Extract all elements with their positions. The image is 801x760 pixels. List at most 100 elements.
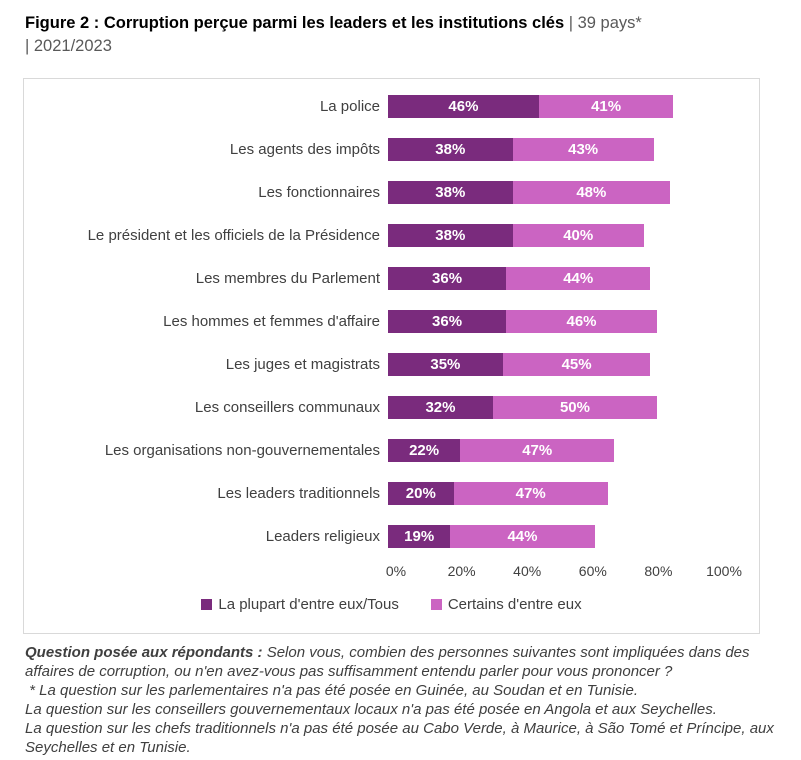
x-axis-tick-label: 100% [706, 563, 742, 579]
x-axis: 0% 20% 40% 60% 80% 100% [24, 563, 759, 581]
bar-value-label: 38% [435, 184, 466, 201]
bar-segment-some: 43% [512, 138, 654, 161]
bar-row: Les juges et magistrats 35% 45% [24, 343, 759, 386]
bar-value-label: 50% [559, 399, 590, 416]
category-label: Leaders religieux [265, 528, 380, 545]
footnote: Question posée aux répondants : Selon vo… [25, 643, 783, 757]
legend-swatch-icon [201, 599, 213, 610]
stacked-bar: 19% 44% [388, 525, 595, 548]
category-label: Le président et les officiels de la Prés… [87, 227, 380, 244]
footnote-question: Selon vous, combien des personnes suivan… [25, 644, 750, 680]
bar-segment-some: 44% [450, 525, 595, 548]
bar-row: Les leaders traditionnels 20% 47% [24, 472, 759, 515]
legend: La plupart d'entre eux/Tous Certains d'en… [24, 596, 759, 613]
category-label: Les agents des impôts [229, 141, 380, 158]
bar-value-label: 38% [435, 227, 466, 244]
stacked-bar: 36% 46% [388, 310, 657, 333]
bar-value-label: 35% [430, 356, 461, 373]
legend-item-some: Certains d'entre eux [430, 596, 582, 613]
bar-segment-some: 47% [453, 482, 608, 505]
bar-value-label: 19% [404, 528, 435, 545]
figure-title-main: Figure 2 : Corruption perçue parmi les l… [25, 14, 565, 32]
footnote-lead: Question posée aux répondants : [25, 644, 263, 661]
bar-value-label: 22% [409, 442, 440, 459]
bar-row: Les conseillers communaux 32% 50% [24, 386, 759, 429]
bar-segment-most: 36% [388, 310, 507, 333]
category-label: Les leaders traditionnels [217, 485, 380, 502]
stacked-bar: 20% 47% [388, 482, 608, 505]
bar-segment-most: 20% [388, 482, 454, 505]
bar-value-label: 47% [522, 442, 553, 459]
bar-segment-most: 38% [388, 181, 513, 204]
bar-value-label: 38% [435, 141, 466, 158]
bar-segment-most: 32% [388, 396, 493, 419]
bar-value-label: 32% [425, 399, 456, 416]
bar-segment-most: 38% [388, 224, 513, 247]
bar-value-label: 47% [515, 485, 546, 502]
stacked-bar: 38% 40% [388, 224, 644, 247]
x-axis-tick-label: 0% [385, 563, 407, 579]
bar-segment-most: 35% [388, 353, 503, 376]
bar-segment-some: 48% [512, 181, 671, 204]
bar-segment-some: 50% [492, 396, 657, 419]
legend-label: Certains d'entre eux [447, 596, 582, 613]
bar-row: La police 46% 41% [24, 85, 759, 128]
x-axis-tick-label: 40% [513, 563, 542, 579]
stacked-bar: 22% 47% [388, 439, 615, 462]
bar-value-label: 20% [405, 485, 436, 502]
figure-title-period: | 2021/2023 [25, 37, 112, 55]
stacked-bar: 46% 41% [388, 95, 674, 118]
bar-row: Les fonctionnaires 38% 48% [24, 171, 759, 214]
category-label: Les fonctionnaires [258, 184, 380, 201]
bar-row: Leaders religieux 19% 44% [24, 515, 759, 558]
bar-value-label: 44% [507, 528, 538, 545]
stacked-bar: 32% 50% [388, 396, 657, 419]
bar-value-label: 45% [561, 356, 592, 373]
stacked-bar: 35% 45% [388, 353, 651, 376]
legend-item-most: La plupart d'entre eux/Tous [201, 596, 399, 613]
bar-row: Le président et les officiels de la Prés… [24, 214, 759, 257]
bar-segment-most: 46% [388, 95, 539, 118]
category-label: Les organisations non-gouvernementales [104, 442, 380, 459]
stacked-bar: 38% 43% [388, 138, 654, 161]
x-axis-tick-label: 60% [578, 563, 607, 579]
bar-segment-most: 19% [388, 525, 451, 548]
footnote-note-conseillers: La question sur les conseillers gouverne… [25, 701, 717, 718]
stacked-bar: 38% 48% [388, 181, 671, 204]
stacked-bar-chart: La police 46% 41% Les agents des impôts 38% 4… [23, 78, 760, 634]
bar-segment-most: 38% [388, 138, 513, 161]
bar-rows: La police 46% 41% Les agents des impôts 38% 4… [24, 85, 759, 558]
bar-value-label: 40% [563, 227, 594, 244]
bar-row: Les organisations non-gouvernementales 22… [24, 429, 759, 472]
bar-segment-some: 46% [506, 310, 657, 333]
category-label: Les membres du Parlement [195, 270, 380, 287]
bar-segment-some: 47% [460, 439, 615, 462]
footnote-note-chefs: La question sur les chefs traditionnels … [25, 720, 774, 756]
bar-value-label: 46% [566, 313, 597, 330]
bar-segment-some: 45% [502, 353, 651, 376]
x-axis-tick-label: 20% [447, 563, 476, 579]
footnote-note-parlementaires: * La question sur les parlementaires n'a… [25, 682, 638, 699]
figure-title-scope: | 39 pays* [564, 14, 642, 32]
bar-segment-some: 40% [512, 224, 644, 247]
legend-label: La plupart d'entre eux/Tous [218, 596, 399, 613]
figure-title: Figure 2 : Corruption perçue parmi les l… [25, 12, 642, 58]
bar-value-label: 41% [591, 98, 622, 115]
bar-value-label: 36% [432, 313, 463, 330]
bar-value-label: 46% [448, 98, 479, 115]
bar-segment-some: 41% [538, 95, 674, 118]
category-label: Les juges et magistrats [225, 356, 380, 373]
category-label: Les hommes et femmes d'affaire [163, 313, 380, 330]
legend-swatch-icon [430, 599, 442, 610]
bar-value-label: 36% [432, 270, 463, 287]
bar-row: Les membres du Parlement 36% 44% [24, 257, 759, 300]
bar-value-label: 44% [563, 270, 594, 287]
category-label: Les conseillers communaux [194, 399, 380, 416]
bar-segment-most: 36% [388, 267, 507, 290]
bar-segment-most: 22% [388, 439, 461, 462]
bar-value-label: 43% [568, 141, 599, 158]
stacked-bar: 36% 44% [388, 267, 651, 290]
category-label: La police [319, 98, 380, 115]
bar-value-label: 48% [576, 184, 607, 201]
bar-row: Les hommes et femmes d'affaire 36% 46% [24, 300, 759, 343]
